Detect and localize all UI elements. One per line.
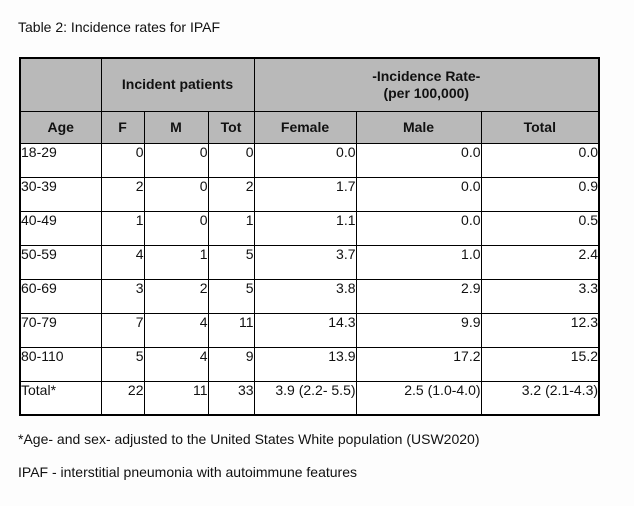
incidence-rate-line2: (per 100,000) xyxy=(383,84,470,101)
cell-tot: 0 xyxy=(207,142,255,178)
incidence-rate-line1: -Incidence Rate- xyxy=(372,67,481,84)
cell-age: 70-79 xyxy=(19,312,102,348)
cell-m: 4 xyxy=(143,312,209,348)
cell-male-rate: 2.5 (1.0-4.0) xyxy=(355,380,482,416)
column-header-male: Male xyxy=(355,110,482,144)
column-header-tot: Tot xyxy=(207,110,255,144)
table-row-total: Total* 22 11 33 3.9 (2.2- 5.5) 2.5 (1.0-… xyxy=(19,380,600,416)
incident-patients-group-header: Incident patients xyxy=(100,57,255,112)
cell-f: 1 xyxy=(100,210,145,246)
cell-m: 1 xyxy=(143,244,209,280)
table-header: Incident patients -Incidence Rate- (per … xyxy=(19,57,600,144)
ipaf-incidence-table: Incident patients -Incidence Rate- (per … xyxy=(19,57,601,416)
column-header-row: Age F M Tot Female Male Total xyxy=(19,110,600,144)
cell-age: 40-49 xyxy=(19,210,102,246)
cell-age: 50-59 xyxy=(19,244,102,280)
cell-total-rate: 0.9 xyxy=(480,176,600,212)
cell-total-rate: 15.2 xyxy=(480,346,600,382)
incidence-rate-group-header: -Incidence Rate- (per 100,000) xyxy=(253,57,600,112)
cell-m: 0 xyxy=(143,210,209,246)
cell-tot: 1 xyxy=(207,210,255,246)
table-row: 80-110 5 4 9 13.9 17.2 15.2 xyxy=(19,346,600,382)
cell-m: 4 xyxy=(143,346,209,382)
cell-tot: 2 xyxy=(207,176,255,212)
cell-tot: 11 xyxy=(207,312,255,348)
table-row: 70-79 7 4 11 14.3 9.9 12.3 xyxy=(19,312,600,348)
cell-female-rate: 3.7 xyxy=(253,244,357,280)
cell-f: 4 xyxy=(100,244,145,280)
table-row: 50-59 4 1 5 3.7 1.0 2.4 xyxy=(19,244,600,280)
cell-m: 0 xyxy=(143,142,209,178)
table-row: 30-39 2 0 2 1.7 0.0 0.9 xyxy=(19,176,600,212)
column-header-female: Female xyxy=(253,110,357,144)
cell-total-rate: 12.3 xyxy=(480,312,600,348)
cell-total-rate: 0.0 xyxy=(480,142,600,178)
column-header-total: Total xyxy=(480,110,600,144)
column-header-f: F xyxy=(100,110,145,144)
cell-female-rate: 1.7 xyxy=(253,176,357,212)
cell-male-rate: 9.9 xyxy=(355,312,482,348)
cell-total-rate: 3.2 (2.1-4.3) xyxy=(480,380,600,416)
cell-total-rate: 0.5 xyxy=(480,210,600,246)
cell-age: 18-29 xyxy=(19,142,102,178)
cell-f: 3 xyxy=(100,278,145,314)
cell-f: 2 xyxy=(100,176,145,212)
cell-female-rate: 14.3 xyxy=(253,312,357,348)
cell-age: Total* xyxy=(19,380,102,416)
cell-tot: 5 xyxy=(207,278,255,314)
cell-m: 0 xyxy=(143,176,209,212)
footnote-adjustment: *Age- and sex- adjusted to the United St… xyxy=(18,431,480,447)
table-row: 18-29 0 0 0 0.0 0.0 0.0 xyxy=(19,142,600,178)
column-header-age: Age xyxy=(19,110,102,144)
cell-f: 7 xyxy=(100,312,145,348)
cell-m: 2 xyxy=(143,278,209,314)
cell-f: 0 xyxy=(100,142,145,178)
group-header-row: Incident patients -Incidence Rate- (per … xyxy=(19,57,600,112)
cell-male-rate: 2.9 xyxy=(355,278,482,314)
table-caption: Table 2: Incidence rates for IPAF xyxy=(18,19,221,35)
cell-female-rate: 3.8 xyxy=(253,278,357,314)
cell-f: 22 xyxy=(100,380,145,416)
cell-tot: 5 xyxy=(207,244,255,280)
cell-age: 30-39 xyxy=(19,176,102,212)
cell-total-rate: 2.4 xyxy=(480,244,600,280)
cell-female-rate: 0.0 xyxy=(253,142,357,178)
blank-corner-cell xyxy=(19,57,102,112)
cell-male-rate: 0.0 xyxy=(355,210,482,246)
cell-female-rate: 13.9 xyxy=(253,346,357,382)
column-header-m: M xyxy=(143,110,209,144)
cell-m: 11 xyxy=(143,380,209,416)
cell-male-rate: 1.0 xyxy=(355,244,482,280)
footnote-ipaf-definition: IPAF - interstitial pneumonia with autoi… xyxy=(18,464,358,480)
table-body: 18-29 0 0 0 0.0 0.0 0.0 30-39 2 0 2 1.7 … xyxy=(19,142,600,416)
cell-male-rate: 0.0 xyxy=(355,176,482,212)
cell-male-rate: 0.0 xyxy=(355,142,482,178)
cell-age: 80-110 xyxy=(19,346,102,382)
table-row: 60-69 3 2 5 3.8 2.9 3.3 xyxy=(19,278,600,314)
table-row: 40-49 1 0 1 1.1 0.0 0.5 xyxy=(19,210,600,246)
cell-female-rate: 3.9 (2.2- 5.5) xyxy=(253,380,357,416)
cell-age: 60-69 xyxy=(19,278,102,314)
cell-total-rate: 3.3 xyxy=(480,278,600,314)
cell-tot: 9 xyxy=(207,346,255,382)
cell-f: 5 xyxy=(100,346,145,382)
cell-female-rate: 1.1 xyxy=(253,210,357,246)
cell-male-rate: 17.2 xyxy=(355,346,482,382)
cell-tot: 33 xyxy=(207,380,255,416)
